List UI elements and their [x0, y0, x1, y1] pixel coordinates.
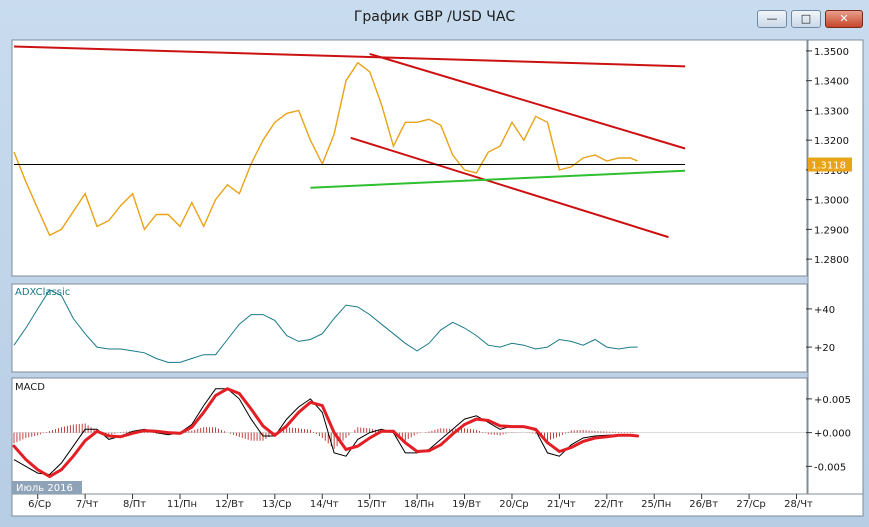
xtick-label: 15/Пт	[357, 499, 387, 510]
price-panel[interactable]	[11, 39, 808, 277]
month-label-box	[12, 481, 82, 494]
price-line	[13, 61, 638, 237]
ytick-label: 1.3500	[814, 47, 849, 58]
xtick-label: 19/Вт	[452, 499, 481, 510]
trendline-green-support	[310, 169, 686, 189]
xtick-label: 25/Пн	[641, 499, 671, 510]
xtick-label: 6/Ср	[28, 499, 51, 510]
macd-signal-line	[12, 387, 640, 479]
ytick-label: -0.005	[814, 462, 846, 473]
month-label: Июль 2016	[16, 483, 73, 494]
adx-series-group	[13, 289, 638, 363]
macd-series-group	[12, 387, 806, 479]
ytick-label: 1.2900	[814, 225, 849, 236]
minimize-icon: —	[766, 12, 778, 25]
xtick-label: 22/Пт	[594, 499, 624, 510]
ytick-label: +20	[814, 343, 835, 354]
window-title: График GBP /USD ЧАС	[353, 9, 516, 25]
minimize-button[interactable]: —	[757, 10, 787, 28]
xtick-label: 28/Чт	[784, 499, 813, 510]
xtick-label: 18/Пн	[404, 499, 434, 510]
trendline-red-resistance-top	[13, 45, 686, 68]
xtick-label: 21/Чт	[547, 499, 576, 510]
current-price-label: 1.3118	[811, 161, 846, 172]
ytick-label: +0.005	[814, 395, 851, 406]
price-series-group	[13, 61, 638, 237]
ytick-label: 1.2800	[814, 255, 849, 266]
xtick-label: 8/Пт	[123, 499, 146, 510]
ytick-label: 1.3300	[814, 106, 849, 117]
close-button[interactable]: ✕	[825, 10, 863, 28]
xtick-label: 12/Вт	[215, 499, 244, 510]
xtick-label: 20/Ср	[499, 499, 528, 510]
maximize-button[interactable]: □	[791, 10, 821, 28]
ytick-label: 1.3000	[814, 196, 849, 207]
axes-group: 1.35001.34001.33001.32001.31001.30001.29…	[28, 47, 852, 510]
adx-panel[interactable]	[11, 283, 808, 373]
title-bar[interactable]: График GBP /USD ЧАС — □ ✕	[0, 0, 869, 34]
xtick-label: 7/Чт	[76, 499, 99, 510]
ytick-label: +40	[814, 305, 835, 316]
macd-title: MACD	[15, 382, 45, 393]
xtick-label: 11/Пн	[167, 499, 197, 510]
ytick-label: +0.000	[814, 429, 851, 440]
close-icon: ✕	[839, 12, 849, 25]
adx-line	[13, 289, 638, 363]
trendlines-group	[13, 45, 686, 239]
trendline-red-channel-lower	[350, 136, 669, 239]
adx-title: ADXClassic	[15, 287, 70, 298]
macd-panel[interactable]	[11, 377, 808, 495]
ytick-label: 1.3200	[814, 136, 849, 147]
xtick-label: 27/Ср	[736, 499, 765, 510]
price-axis	[807, 39, 864, 495]
trendline-red-channel-upper	[369, 52, 686, 150]
xtick-label: 13/Ср	[262, 499, 291, 510]
current-price-box	[808, 157, 852, 172]
xtick-label: 26/Вт	[689, 499, 718, 510]
time-axis	[11, 493, 864, 517]
xtick-label: 14/Чт	[310, 499, 339, 510]
maximize-icon: □	[800, 12, 812, 25]
ytick-label: 1.3400	[814, 77, 849, 88]
